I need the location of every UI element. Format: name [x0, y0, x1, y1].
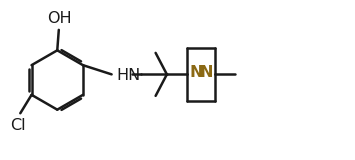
Text: HN: HN	[117, 68, 141, 83]
Text: N: N	[200, 65, 213, 80]
Text: Cl: Cl	[10, 118, 26, 133]
Text: N: N	[189, 65, 203, 80]
Text: OH: OH	[48, 11, 72, 26]
